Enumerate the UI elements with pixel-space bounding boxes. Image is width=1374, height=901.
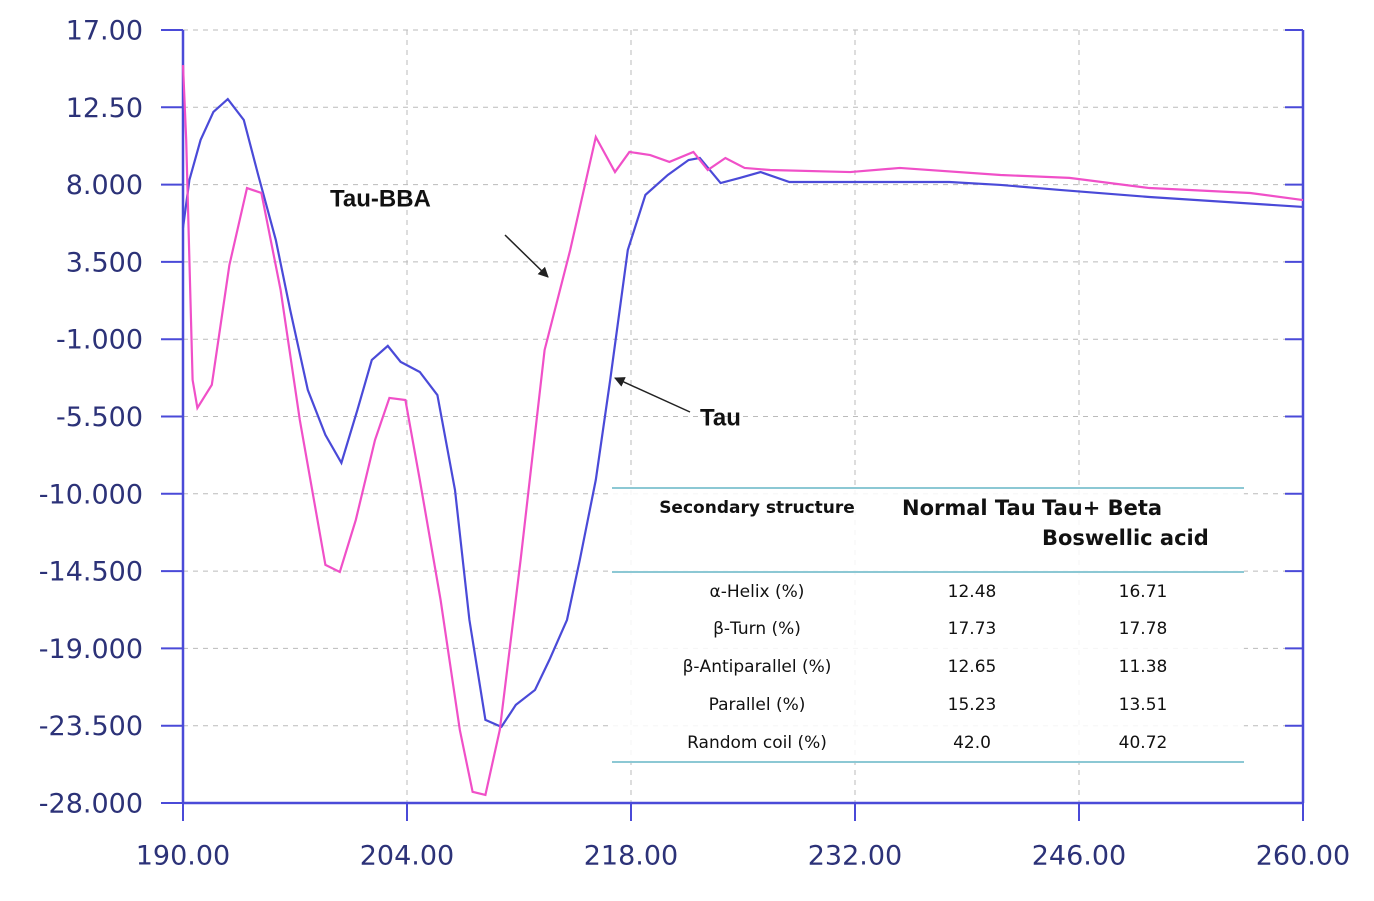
y-tick-label: 12.50 (66, 93, 143, 124)
table-header: Secondary structure Normal Tau Tau+ Beta… (612, 488, 1244, 572)
y-tick-label: -19.000 (39, 634, 143, 665)
x-tick-label: 260.00 (1256, 841, 1350, 872)
x-tick-label: 204.00 (360, 841, 454, 872)
header-cell: Tau+ Beta Boswellic acid (1042, 496, 1209, 550)
table-cell: 42.0 (953, 732, 991, 753)
x-tick-label: 246.00 (1032, 841, 1126, 872)
table-row: β-Turn (%) 17.73 17.78 (612, 610, 1244, 648)
x-tick-label: 190.00 (136, 841, 230, 872)
y-tick-label: -23.500 (39, 711, 143, 742)
header-cell: Secondary structure (659, 498, 855, 518)
table-cell: 12.48 (947, 581, 997, 602)
series-line (181, 97, 1304, 729)
table-cell: α-Helix (%) (709, 581, 805, 602)
series-annotation: Tau (700, 404, 741, 431)
y-tick-label: -5.500 (56, 402, 143, 433)
table-cell: 17.73 (947, 619, 997, 639)
table-row: Parallel (%) 15.23 13.51 (612, 686, 1244, 724)
table-row: Random coil (%) 42.0 40.72 (612, 724, 1244, 762)
y-tick-label: 3.500 (66, 247, 143, 278)
series-line (181, 64, 1304, 797)
table-cell: Parallel (%) (708, 695, 806, 715)
y-tick-label: -28.000 (39, 789, 143, 820)
table-body: α-Helix (%) 12.48 16.71 β-Turn (%) 17.73 17.7… (612, 572, 1244, 762)
plot: 17.00 12.50 8.000 3.500 -1.000 -5.500 -10.000 -… (39, 16, 1350, 872)
table-cell: 13.51 (1118, 695, 1168, 715)
table-cell: β-Turn (%) (713, 619, 801, 639)
table-cell: 16.71 (1118, 581, 1168, 602)
structure-table: Secondary structure Normal Tau Tau+ Beta… (612, 487, 1244, 763)
table-cell: Random coil (%) (687, 732, 827, 753)
table-cell: 40.72 (1118, 732, 1168, 753)
table-cell: 12.65 (947, 657, 997, 677)
table-cell: β-Antiparallel (%) (682, 657, 832, 677)
header-cell: Normal Tau (902, 496, 1036, 520)
y-tick-label: 17.00 (66, 16, 143, 47)
table-row: α-Helix (%) 12.48 16.71 (612, 572, 1244, 610)
y-tick-label: -14.500 (39, 557, 143, 588)
table-cell: 11.38 (1118, 657, 1168, 677)
y-tick-label: -10.000 (39, 479, 143, 510)
arrow (504, 234, 549, 278)
x-tick-label: 232.00 (808, 841, 902, 872)
table-cell: 15.23 (947, 695, 997, 715)
arrow (614, 377, 691, 413)
x-tick-label: 218.00 (584, 841, 678, 872)
table-row: β-Antiparallel (%) 12.65 11.38 (612, 648, 1244, 686)
series-annotation: Tau-BBA (330, 185, 431, 212)
table-cell: 17.78 (1118, 619, 1168, 639)
y-tick-label: -1.000 (56, 325, 143, 356)
y-tick-label: 8.000 (66, 170, 143, 201)
